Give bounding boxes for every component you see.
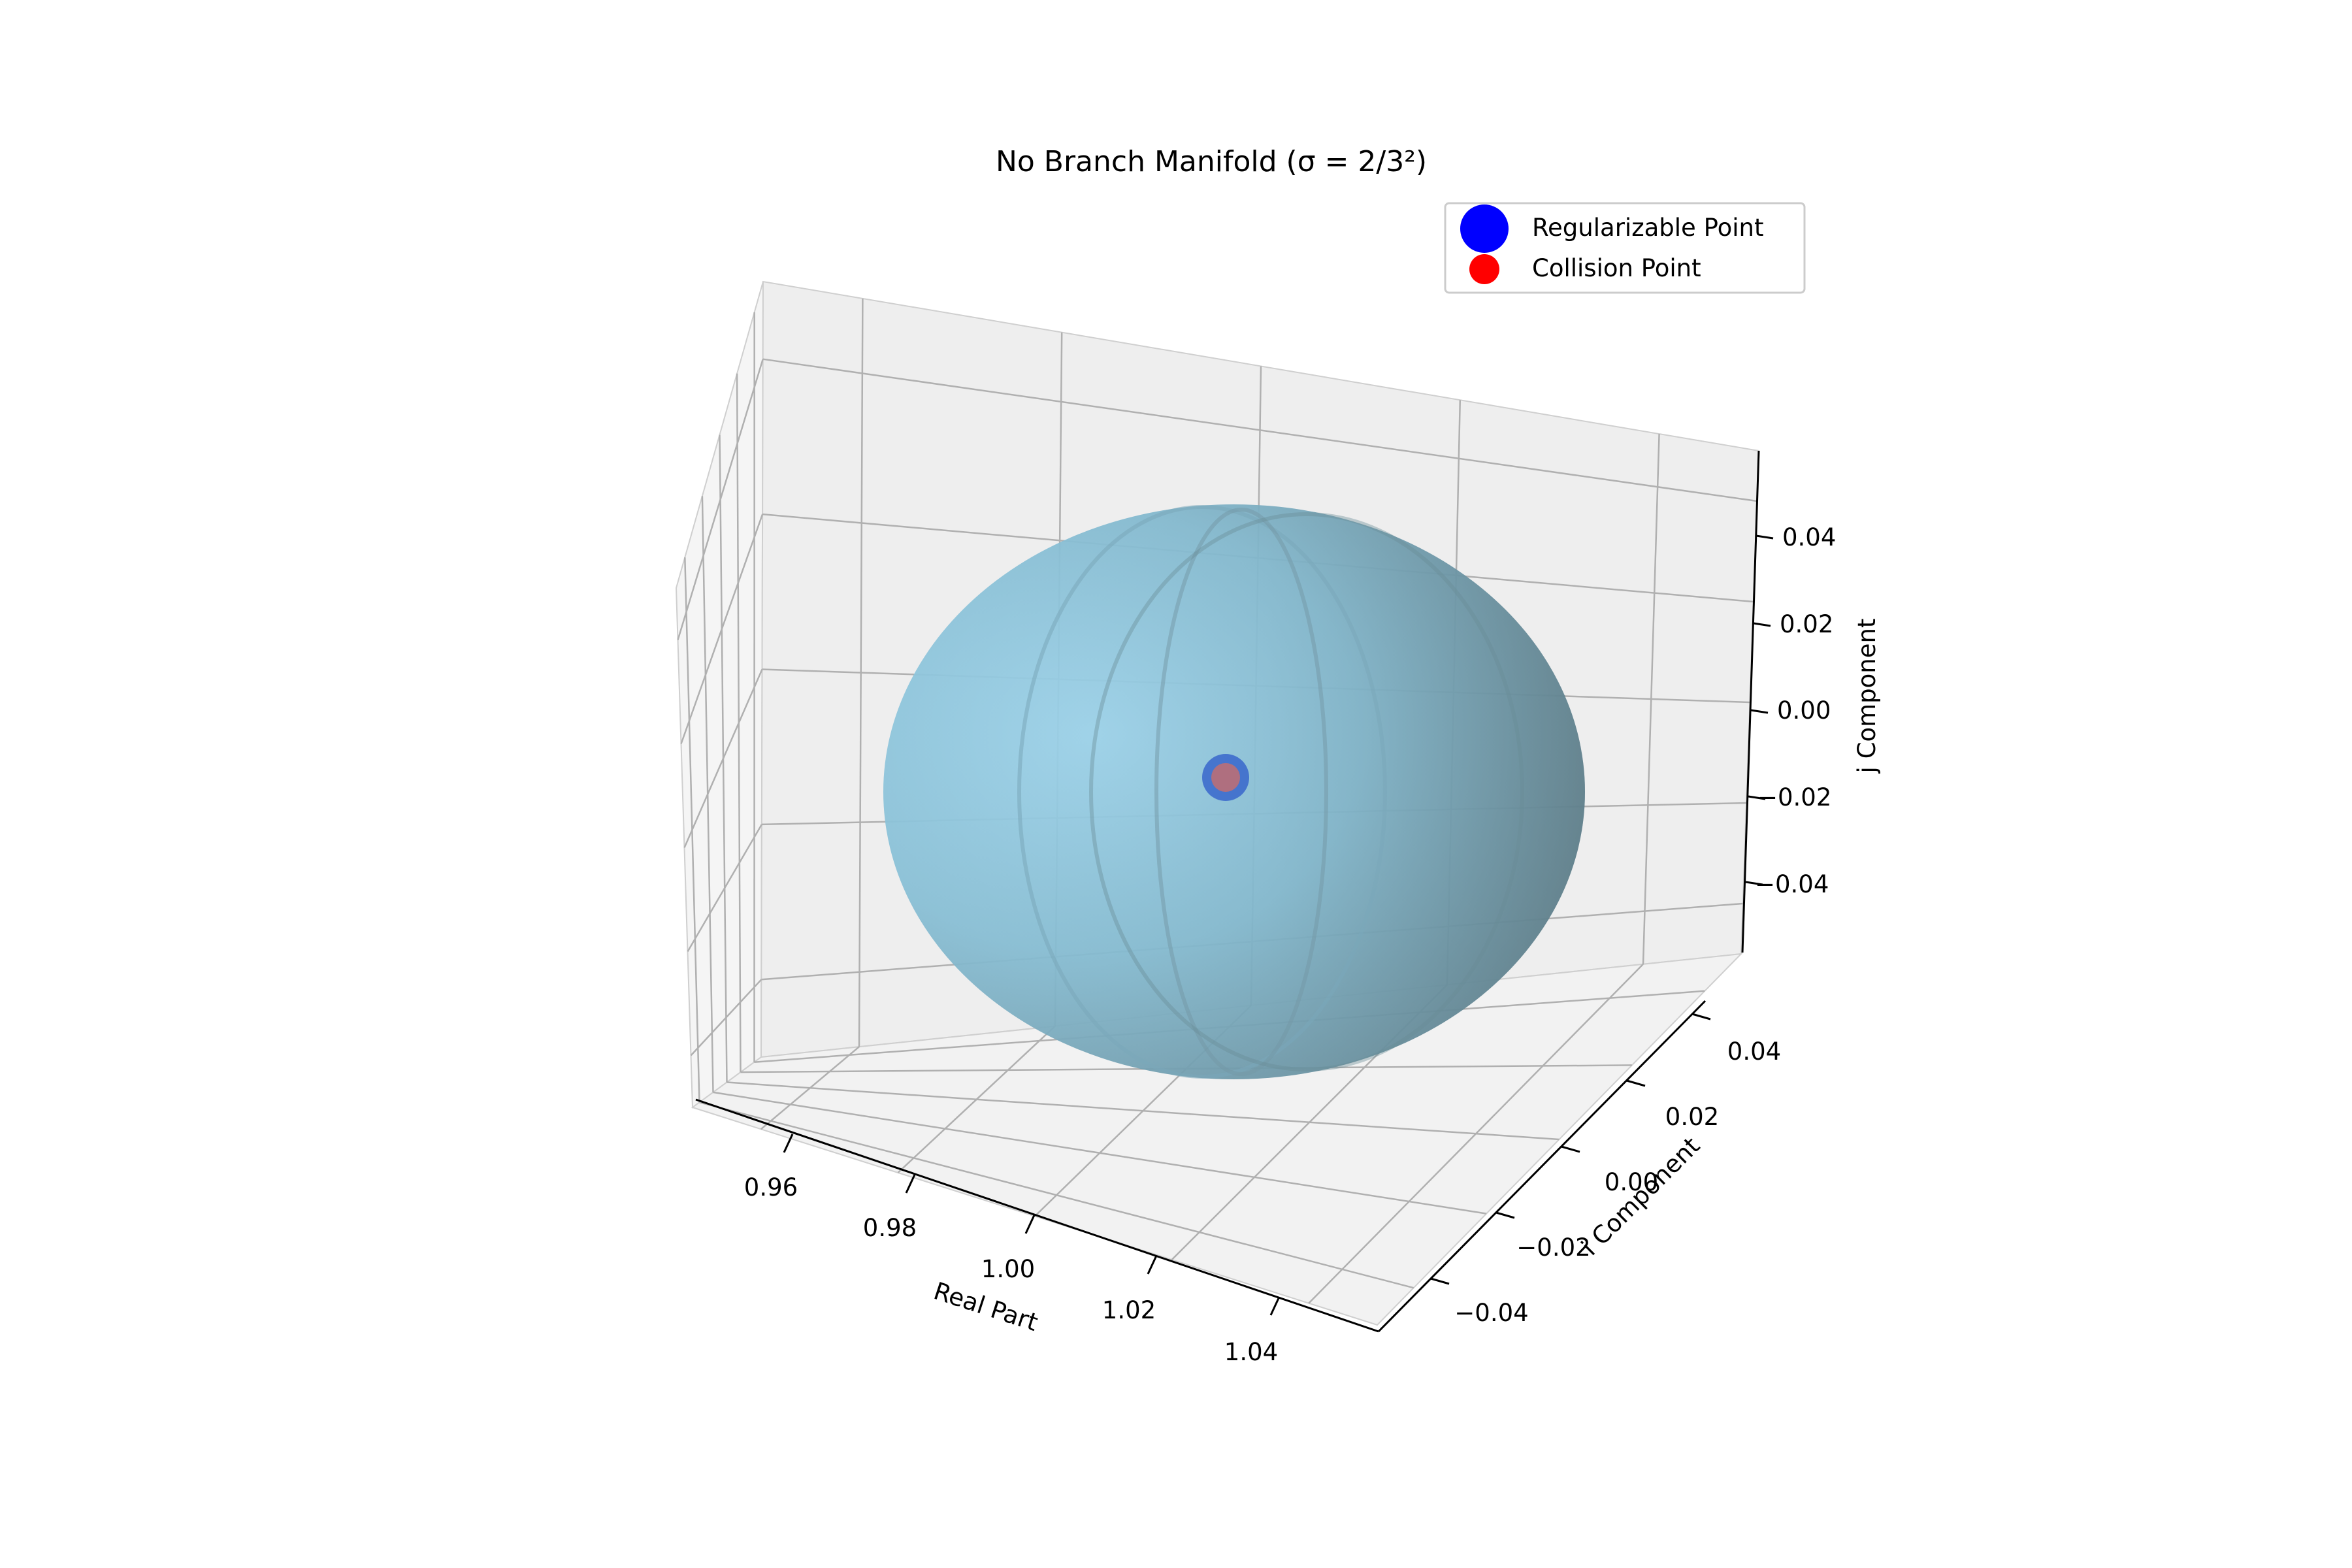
z-tick-mark	[1748, 795, 1766, 800]
x-tick-mark	[905, 1174, 916, 1194]
y-tick-label: −0.04	[1454, 1299, 1528, 1327]
y-ticks: 0.04 0.02 0.00 −0.02 −0.04	[1430, 1013, 1781, 1327]
x-tick-mark	[1024, 1215, 1036, 1234]
left-grid-line	[680, 514, 764, 744]
legend-frame	[1444, 202, 1806, 294]
z-tick-mark	[1750, 709, 1769, 714]
z-tick-label: −0.04	[1755, 870, 1829, 898]
left-grid-line	[687, 824, 762, 953]
left-grid-line	[683, 669, 763, 848]
y-tick-mark	[1626, 1079, 1646, 1087]
z-tick-mark	[1756, 534, 1774, 540]
floor-grid-line	[713, 1091, 1487, 1215]
y-tick-label: 0.02	[1665, 1103, 1719, 1131]
legend-label-collision: Collision Point	[1532, 254, 1701, 282]
z-tick-mark	[1745, 881, 1763, 886]
y-tick-mark	[1691, 1013, 1711, 1021]
y-tick-mark	[1561, 1145, 1580, 1153]
x-tick-label: 0.96	[744, 1173, 798, 1201]
y-tick-label: −0.02	[1516, 1233, 1590, 1262]
collision-point	[1211, 763, 1240, 792]
x-tick-label: 1.00	[981, 1255, 1035, 1283]
z-ticks: 0.04 0.02 0.00 −0.02 −0.04	[1745, 523, 1836, 898]
sphere-meridian-3	[1089, 512, 1524, 1071]
left-grid-line	[677, 359, 764, 640]
x-tick-label: 1.04	[1224, 1338, 1278, 1366]
z-tick-label: −0.02	[1757, 783, 1831, 811]
y-tick-label: 0.00	[1605, 1168, 1658, 1196]
y-axis-label: i Component	[1576, 1132, 1705, 1261]
data-points	[1202, 754, 1249, 801]
floor-grid-line	[727, 1081, 1560, 1141]
left-grid-line	[690, 979, 762, 1056]
chart-title: No Branch Manifold (σ = 2/3²)	[996, 145, 1427, 178]
z-axis-line	[1741, 450, 1760, 953]
y-tick-mark	[1495, 1211, 1515, 1219]
sphere-meridian-1	[1017, 505, 1387, 1079]
floor-grid-line	[699, 1102, 1414, 1289]
legend-label-regularizable: Regularizable Point	[1532, 214, 1763, 242]
x-tick-label: 1.02	[1102, 1296, 1156, 1324]
z-tick-mark	[1753, 622, 1771, 627]
back-grid-line	[762, 358, 1757, 502]
x-tick-mark	[783, 1134, 794, 1153]
y-tick-mark	[1430, 1277, 1450, 1285]
x-axis-label: Real Part	[930, 1277, 1041, 1337]
z-tick-label: 0.00	[1777, 696, 1831, 725]
z-tick-label: 0.02	[1780, 610, 1833, 638]
legend-marker-collision	[1469, 254, 1499, 284]
sphere-meridian-2	[1154, 508, 1328, 1076]
legend: Regularizable Point Collision Point	[1444, 202, 1806, 294]
y-axis-line	[1377, 1000, 1707, 1333]
axis-lines	[695, 450, 1760, 1333]
z-tick-label: 0.04	[1782, 523, 1836, 551]
z-axis-label: j Component	[1853, 619, 1881, 774]
x-tick-mark	[1269, 1296, 1281, 1316]
y-tick-label: 0.04	[1727, 1037, 1781, 1066]
x-tick-label: 0.98	[863, 1214, 917, 1242]
x-ticks: 0.96 0.98 1.00 1.02 1.04	[744, 1134, 1281, 1366]
x-tick-mark	[1147, 1255, 1158, 1275]
x-axis-line	[695, 1098, 1379, 1333]
legend-marker-regularizable	[1460, 204, 1509, 253]
